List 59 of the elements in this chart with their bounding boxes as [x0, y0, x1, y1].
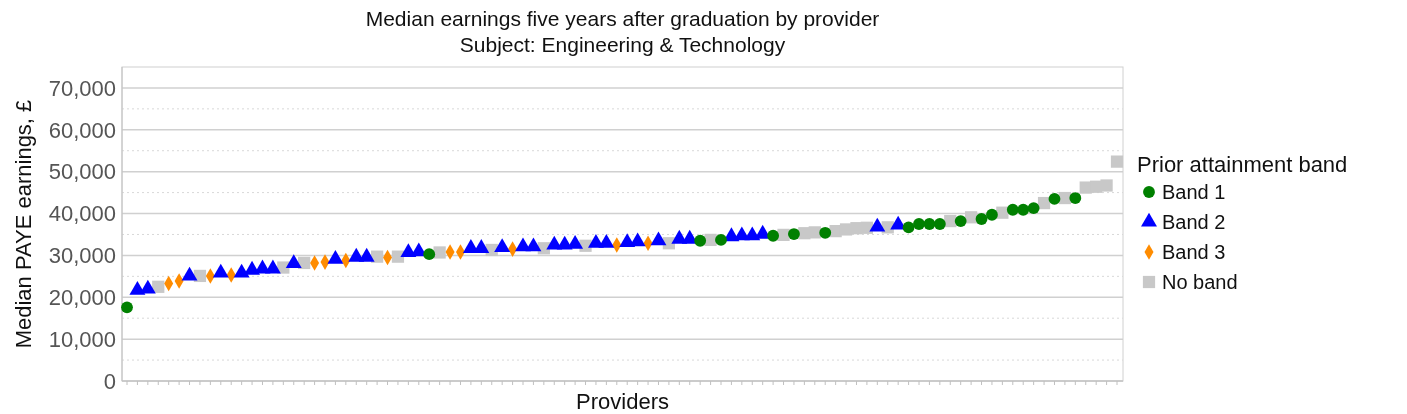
legend-label: Band 1 [1162, 181, 1226, 203]
point [933, 218, 946, 230]
point [619, 233, 636, 248]
point [694, 234, 707, 247]
point [264, 259, 281, 274]
chart-title: Median earnings five years after graduation by provider [365, 7, 880, 30]
point [681, 229, 698, 244]
chart-subtitle: Subject: Engineering & Technology [459, 33, 786, 56]
point [913, 218, 925, 230]
point [129, 280, 146, 295]
point [767, 229, 780, 242]
y-tick-label: 40,000 [48, 201, 116, 227]
y-tick-label: 0 [103, 368, 116, 394]
y-tick-label: 10,000 [48, 326, 116, 352]
point [244, 260, 261, 275]
point [567, 234, 584, 249]
y-tick-label: 60,000 [48, 117, 116, 143]
point [233, 263, 250, 278]
y-axis-title: Median PAYE earnings, £ [11, 99, 36, 349]
point [598, 234, 615, 248]
point [1100, 179, 1113, 192]
point [986, 208, 998, 221]
point [954, 215, 967, 227]
point [902, 221, 915, 234]
point [423, 248, 436, 261]
point [1017, 203, 1030, 216]
point [400, 243, 417, 258]
point [121, 301, 133, 314]
y-tick-label: 50,000 [48, 159, 116, 185]
y-tick-label: 70,000 [48, 75, 116, 101]
legend-label: No band [1162, 271, 1238, 293]
point [650, 231, 667, 246]
point [808, 226, 821, 239]
point [1069, 192, 1082, 204]
point [788, 228, 800, 240]
legend-label: Band 3 [1162, 241, 1226, 263]
point [285, 254, 302, 268]
point [1110, 155, 1124, 168]
point [923, 218, 936, 230]
point [525, 237, 542, 252]
point [1006, 203, 1019, 216]
legend-title: Prior attainment band [1137, 152, 1348, 177]
point [433, 246, 446, 259]
point [327, 249, 344, 264]
point [181, 266, 198, 281]
point [975, 213, 988, 225]
point [358, 247, 375, 262]
legend-label: Band 2 [1162, 211, 1226, 233]
point [819, 226, 832, 239]
point [1027, 202, 1040, 214]
x-axis-title: Providers [576, 389, 669, 414]
point [212, 263, 229, 278]
point [1048, 192, 1061, 205]
y-tick-label: 30,000 [48, 243, 116, 269]
point [869, 217, 886, 232]
y-tick-label: 20,000 [48, 284, 116, 310]
point [494, 238, 511, 253]
point [1037, 196, 1051, 210]
point [715, 234, 727, 246]
